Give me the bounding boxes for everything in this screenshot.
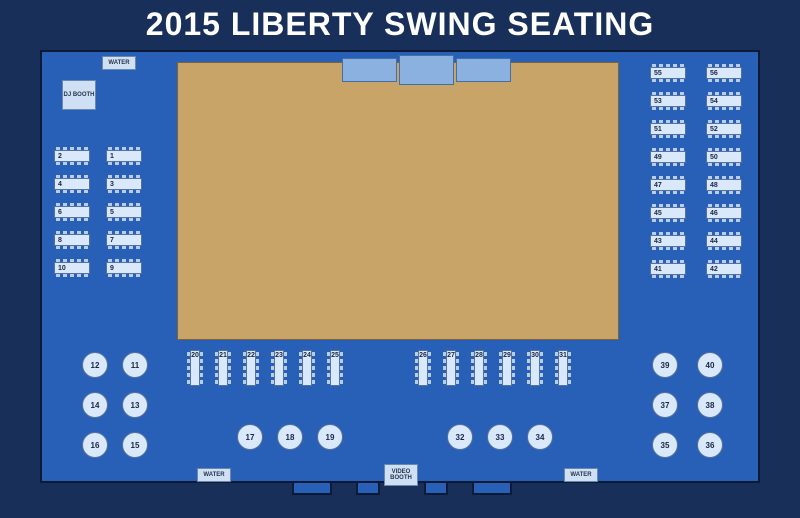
banquet-table: 50 <box>706 151 742 163</box>
seating-chart: 2015 LIBERTY SWING SEATING WATER WATER WAT… <box>0 0 800 518</box>
round-table: 18 <box>277 424 303 450</box>
banquet-table: 4 <box>54 178 90 190</box>
round-table: 15 <box>122 432 148 458</box>
banquet-table: 45 <box>650 207 686 219</box>
banquet-table: 49 <box>650 151 686 163</box>
round-table: 34 <box>527 424 553 450</box>
round-table: 37 <box>652 392 678 418</box>
dj-booth-box: DJ BOOTH <box>62 80 96 110</box>
banquet-table: 21 <box>218 350 228 386</box>
banquet-table: 28 <box>474 350 484 386</box>
round-table: 16 <box>82 432 108 458</box>
banquet-table: 54 <box>706 95 742 107</box>
banquet-table: 41 <box>650 263 686 275</box>
round-table: 32 <box>447 424 473 450</box>
banquet-table: 46 <box>706 207 742 219</box>
stage-platform <box>342 58 397 82</box>
water-br-box: WATER <box>564 468 598 482</box>
round-table: 38 <box>697 392 723 418</box>
banquet-table: 42 <box>706 263 742 275</box>
round-table: 39 <box>652 352 678 378</box>
banquet-table: 25 <box>330 350 340 386</box>
banquet-table: 55 <box>650 67 686 79</box>
banquet-table: 27 <box>446 350 456 386</box>
banquet-table: 24 <box>302 350 312 386</box>
round-table: 14 <box>82 392 108 418</box>
stage-platform <box>399 55 454 85</box>
venue-floor: WATERWATERWATERDJ BOOTHVIDEO BOOTH246810… <box>40 50 760 483</box>
round-table: 17 <box>237 424 263 450</box>
banquet-table: 44 <box>706 235 742 247</box>
round-table: 35 <box>652 432 678 458</box>
banquet-table: 20 <box>190 350 200 386</box>
banquet-table: 1 <box>106 150 142 162</box>
banquet-table: 6 <box>54 206 90 218</box>
chart-title: 2015 LIBERTY SWING SEATING <box>0 0 800 43</box>
banquet-table: 22 <box>246 350 256 386</box>
banquet-table: 43 <box>650 235 686 247</box>
banquet-table: 52 <box>706 123 742 135</box>
banquet-table: 48 <box>706 179 742 191</box>
banquet-table: 3 <box>106 178 142 190</box>
round-table: 33 <box>487 424 513 450</box>
banquet-table: 29 <box>502 350 512 386</box>
video-booth-box: VIDEO BOOTH <box>384 464 418 486</box>
banquet-table: 53 <box>650 95 686 107</box>
round-table: 13 <box>122 392 148 418</box>
banquet-table: 10 <box>54 262 90 274</box>
stage-platform <box>456 58 511 82</box>
wall-notch <box>356 483 380 495</box>
round-table: 40 <box>697 352 723 378</box>
banquet-table: 26 <box>418 350 428 386</box>
banquet-table: 23 <box>274 350 284 386</box>
banquet-table: 2 <box>54 150 90 162</box>
wall-notch <box>292 483 332 495</box>
round-table: 19 <box>317 424 343 450</box>
banquet-table: 51 <box>650 123 686 135</box>
banquet-table: 56 <box>706 67 742 79</box>
round-table: 11 <box>122 352 148 378</box>
water-top-box: WATER <box>102 56 136 70</box>
dance-floor <box>177 62 619 340</box>
round-table: 36 <box>697 432 723 458</box>
banquet-table: 7 <box>106 234 142 246</box>
banquet-table: 9 <box>106 262 142 274</box>
round-table: 12 <box>82 352 108 378</box>
water-bl-box: WATER <box>197 468 231 482</box>
banquet-table: 30 <box>530 350 540 386</box>
banquet-table: 8 <box>54 234 90 246</box>
wall-notch <box>472 483 512 495</box>
banquet-table: 31 <box>558 350 568 386</box>
wall-notch <box>424 483 448 495</box>
banquet-table: 47 <box>650 179 686 191</box>
banquet-table: 5 <box>106 206 142 218</box>
